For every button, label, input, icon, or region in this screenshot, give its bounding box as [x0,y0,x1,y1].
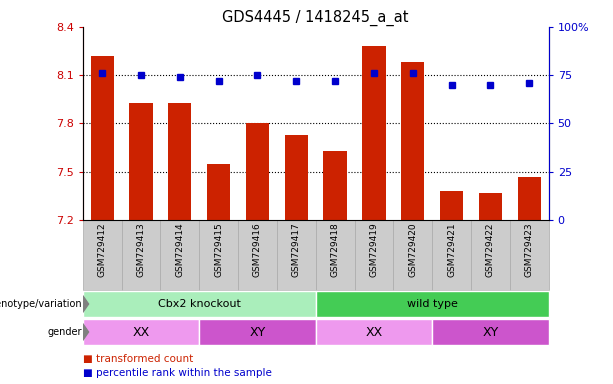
Bar [91,56,114,220]
Text: gender: gender [47,327,82,337]
Text: wild type: wild type [407,299,457,309]
Text: GSM729422: GSM729422 [486,222,495,276]
Bar [440,191,463,220]
Text: GSM729412: GSM729412 [97,222,107,277]
Text: GSM729415: GSM729415 [214,222,223,277]
Text: GSM729414: GSM729414 [175,222,185,277]
Text: Cbx2 knockout: Cbx2 knockout [158,299,241,309]
Bar [129,103,153,220]
Bar [362,46,386,220]
Text: GSM729419: GSM729419 [370,222,378,277]
Bar [284,135,308,220]
Text: XX: XX [365,326,383,339]
Bar [316,220,354,290]
Polygon shape [83,324,89,340]
Text: genotype/variation: genotype/variation [0,299,82,309]
Bar [394,220,432,290]
Bar [207,164,230,220]
Bar [83,291,316,318]
Bar [121,220,161,290]
Bar [401,62,424,220]
Bar [199,319,316,346]
Bar [354,220,394,290]
Text: GSM729417: GSM729417 [292,222,301,277]
Text: XY: XY [482,326,498,339]
Bar [510,220,549,290]
Text: GSM729416: GSM729416 [253,222,262,277]
Bar [246,123,269,220]
Bar [471,220,510,290]
Text: GSM729413: GSM729413 [137,222,145,277]
Bar [432,319,549,346]
Bar [432,220,471,290]
Text: GSM729420: GSM729420 [408,222,417,277]
Bar [161,220,199,290]
Bar [517,177,541,220]
Text: GSM729421: GSM729421 [447,222,456,277]
Polygon shape [83,296,89,313]
Bar [479,193,502,220]
Bar [324,151,347,220]
Bar [238,220,277,290]
Bar [316,319,432,346]
Bar [83,319,199,346]
Bar [83,220,121,290]
Text: XX: XX [132,326,150,339]
Bar [316,291,549,318]
Title: GDS4445 / 1418245_a_at: GDS4445 / 1418245_a_at [223,9,409,25]
Text: GSM729423: GSM729423 [525,222,534,277]
Text: XY: XY [249,326,265,339]
Text: ■ percentile rank within the sample: ■ percentile rank within the sample [83,368,272,378]
Text: GSM729418: GSM729418 [330,222,340,277]
Text: ■ transformed count: ■ transformed count [83,354,193,364]
Bar [168,103,191,220]
Bar [199,220,238,290]
Bar [277,220,316,290]
